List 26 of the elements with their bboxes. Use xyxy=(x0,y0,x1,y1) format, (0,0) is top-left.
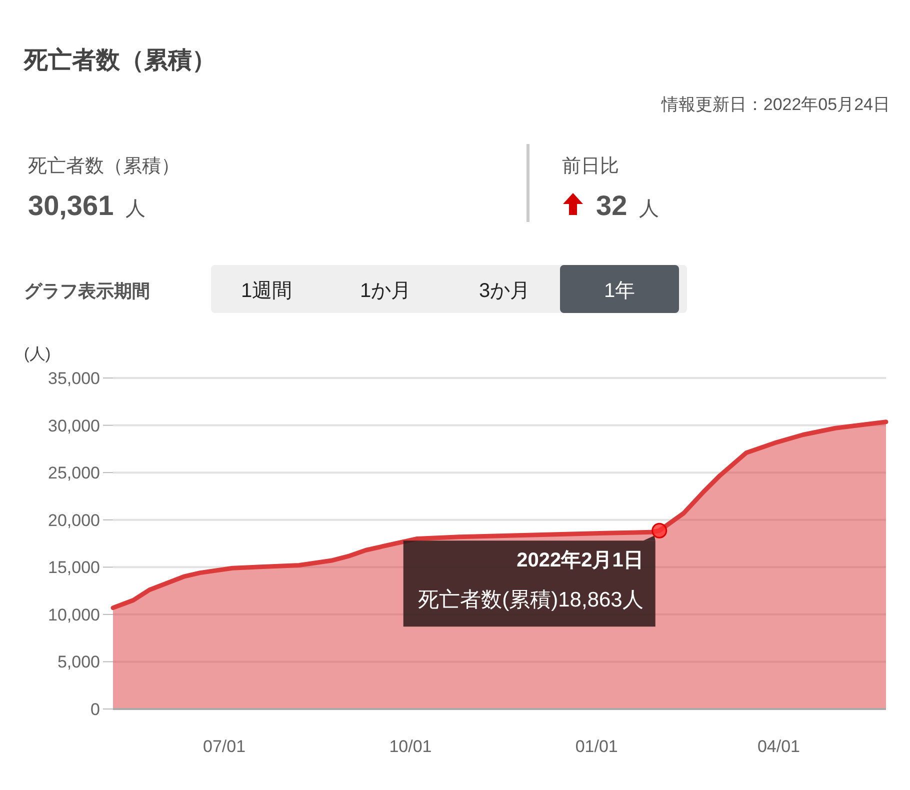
y-tick-label: 15,000 xyxy=(48,558,100,578)
x-tick-label: 10/01 xyxy=(389,737,432,756)
y-tick-label: 30,000 xyxy=(48,416,100,436)
x-tick-label: 04/01 xyxy=(757,737,800,756)
y-tick-label: 25,000 xyxy=(48,464,100,483)
text: 32 人 xyxy=(596,190,659,221)
text: 情報更新日：2022年05月24日 xyxy=(660,95,890,114)
y-axis-title: (人) xyxy=(24,346,51,363)
text: 30,361 人 xyxy=(28,190,146,221)
y-tick-label: 5,000 xyxy=(57,652,100,672)
text: グラフ表示期間 xyxy=(24,281,150,301)
chart-title: 死亡者数（累積） xyxy=(23,46,216,74)
text: 1週間 xyxy=(240,280,292,302)
y-tick-label: 10,000 xyxy=(48,605,100,624)
text: 死亡者数（累積） xyxy=(28,155,180,177)
x-tick-label: 07/01 xyxy=(203,737,246,756)
text: 1年 xyxy=(604,280,636,302)
annotation: 2022年2月1日 xyxy=(516,550,644,572)
x-tick-label: 01/01 xyxy=(575,737,618,756)
text: 3か月 xyxy=(478,280,530,302)
y-tick-label: 20,000 xyxy=(48,510,100,530)
annotation: 死亡者数(累積)18,863人 xyxy=(418,588,644,612)
text: 前日比 xyxy=(562,156,619,177)
y-tick-label: 35,000 xyxy=(48,369,100,388)
y-tick-label: 0 xyxy=(90,700,100,719)
text: 1か月 xyxy=(360,280,412,302)
